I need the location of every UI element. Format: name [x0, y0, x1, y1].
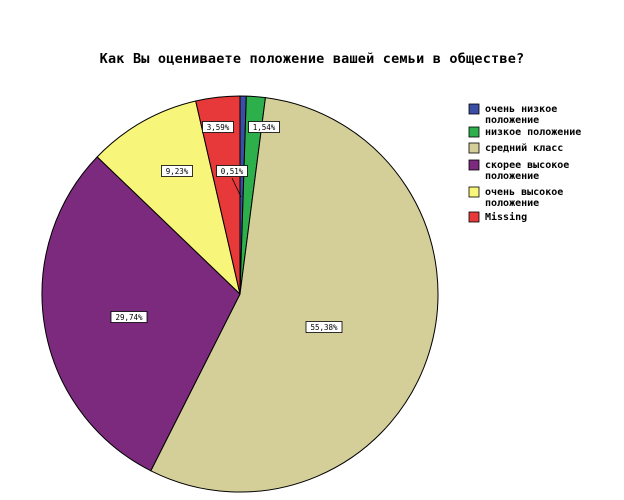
- legend-item: Missing: [468, 211, 527, 223]
- label-box: [202, 121, 234, 133]
- label-box: [248, 121, 280, 133]
- pie-slice: [195, 95, 241, 295]
- slice-label-text: 9,23%: [166, 167, 189, 176]
- label-box: [216, 165, 248, 177]
- slice-label-text: 29,74%: [115, 313, 143, 322]
- pie-slice: [96, 100, 241, 295]
- legend-item: низкое положение: [468, 126, 581, 138]
- legend-label: очень высокое: [485, 187, 563, 198]
- slice-data-label: 0,51%: [216, 165, 248, 198]
- legend-swatch: [468, 186, 480, 198]
- legend-swatch: [468, 126, 480, 138]
- legend-label: средний класс: [485, 142, 563, 154]
- legend-label: Missing: [485, 211, 527, 223]
- legend-label: положение: [485, 115, 539, 126]
- slice-data-label: 29,74%: [110, 311, 148, 323]
- legend-swatch: [468, 103, 480, 115]
- legend-label: положение: [485, 171, 539, 182]
- slice-data-label: 9,23%: [161, 165, 193, 177]
- label-box: [161, 165, 193, 177]
- pie-slice: [150, 97, 439, 493]
- slice-label-text: 55,38%: [310, 323, 338, 332]
- label-box: [110, 311, 148, 323]
- slice-data-label: 3,59%: [202, 121, 234, 133]
- legend-label: низкое положение: [485, 127, 581, 138]
- slice-data-label: 55,38%: [305, 321, 343, 333]
- label-leader-line: [231, 177, 242, 198]
- legend-swatch: [468, 142, 480, 154]
- chart-title: Как Вы оцениваете положение вашей семьи …: [100, 51, 525, 67]
- legend-swatch: [468, 211, 480, 223]
- legend-label: положение: [485, 198, 539, 209]
- slice-labels: 0,51% 1,54% 55,38% 29,74% 9,23% 3,59%: [110, 121, 343, 333]
- slice-label-text: 1,54%: [253, 123, 276, 132]
- pie-slices: [41, 95, 439, 493]
- legend-swatch: [468, 159, 480, 171]
- legend-label: скорее высокое: [485, 160, 569, 171]
- slice-data-label: 1,54%: [248, 121, 280, 133]
- slice-label-text: 3,59%: [207, 123, 230, 132]
- slice-label-text: 0,51%: [221, 167, 244, 176]
- label-box: [305, 321, 343, 333]
- legend-item: средний класс: [468, 142, 563, 154]
- legend-label: очень низкое: [485, 104, 557, 115]
